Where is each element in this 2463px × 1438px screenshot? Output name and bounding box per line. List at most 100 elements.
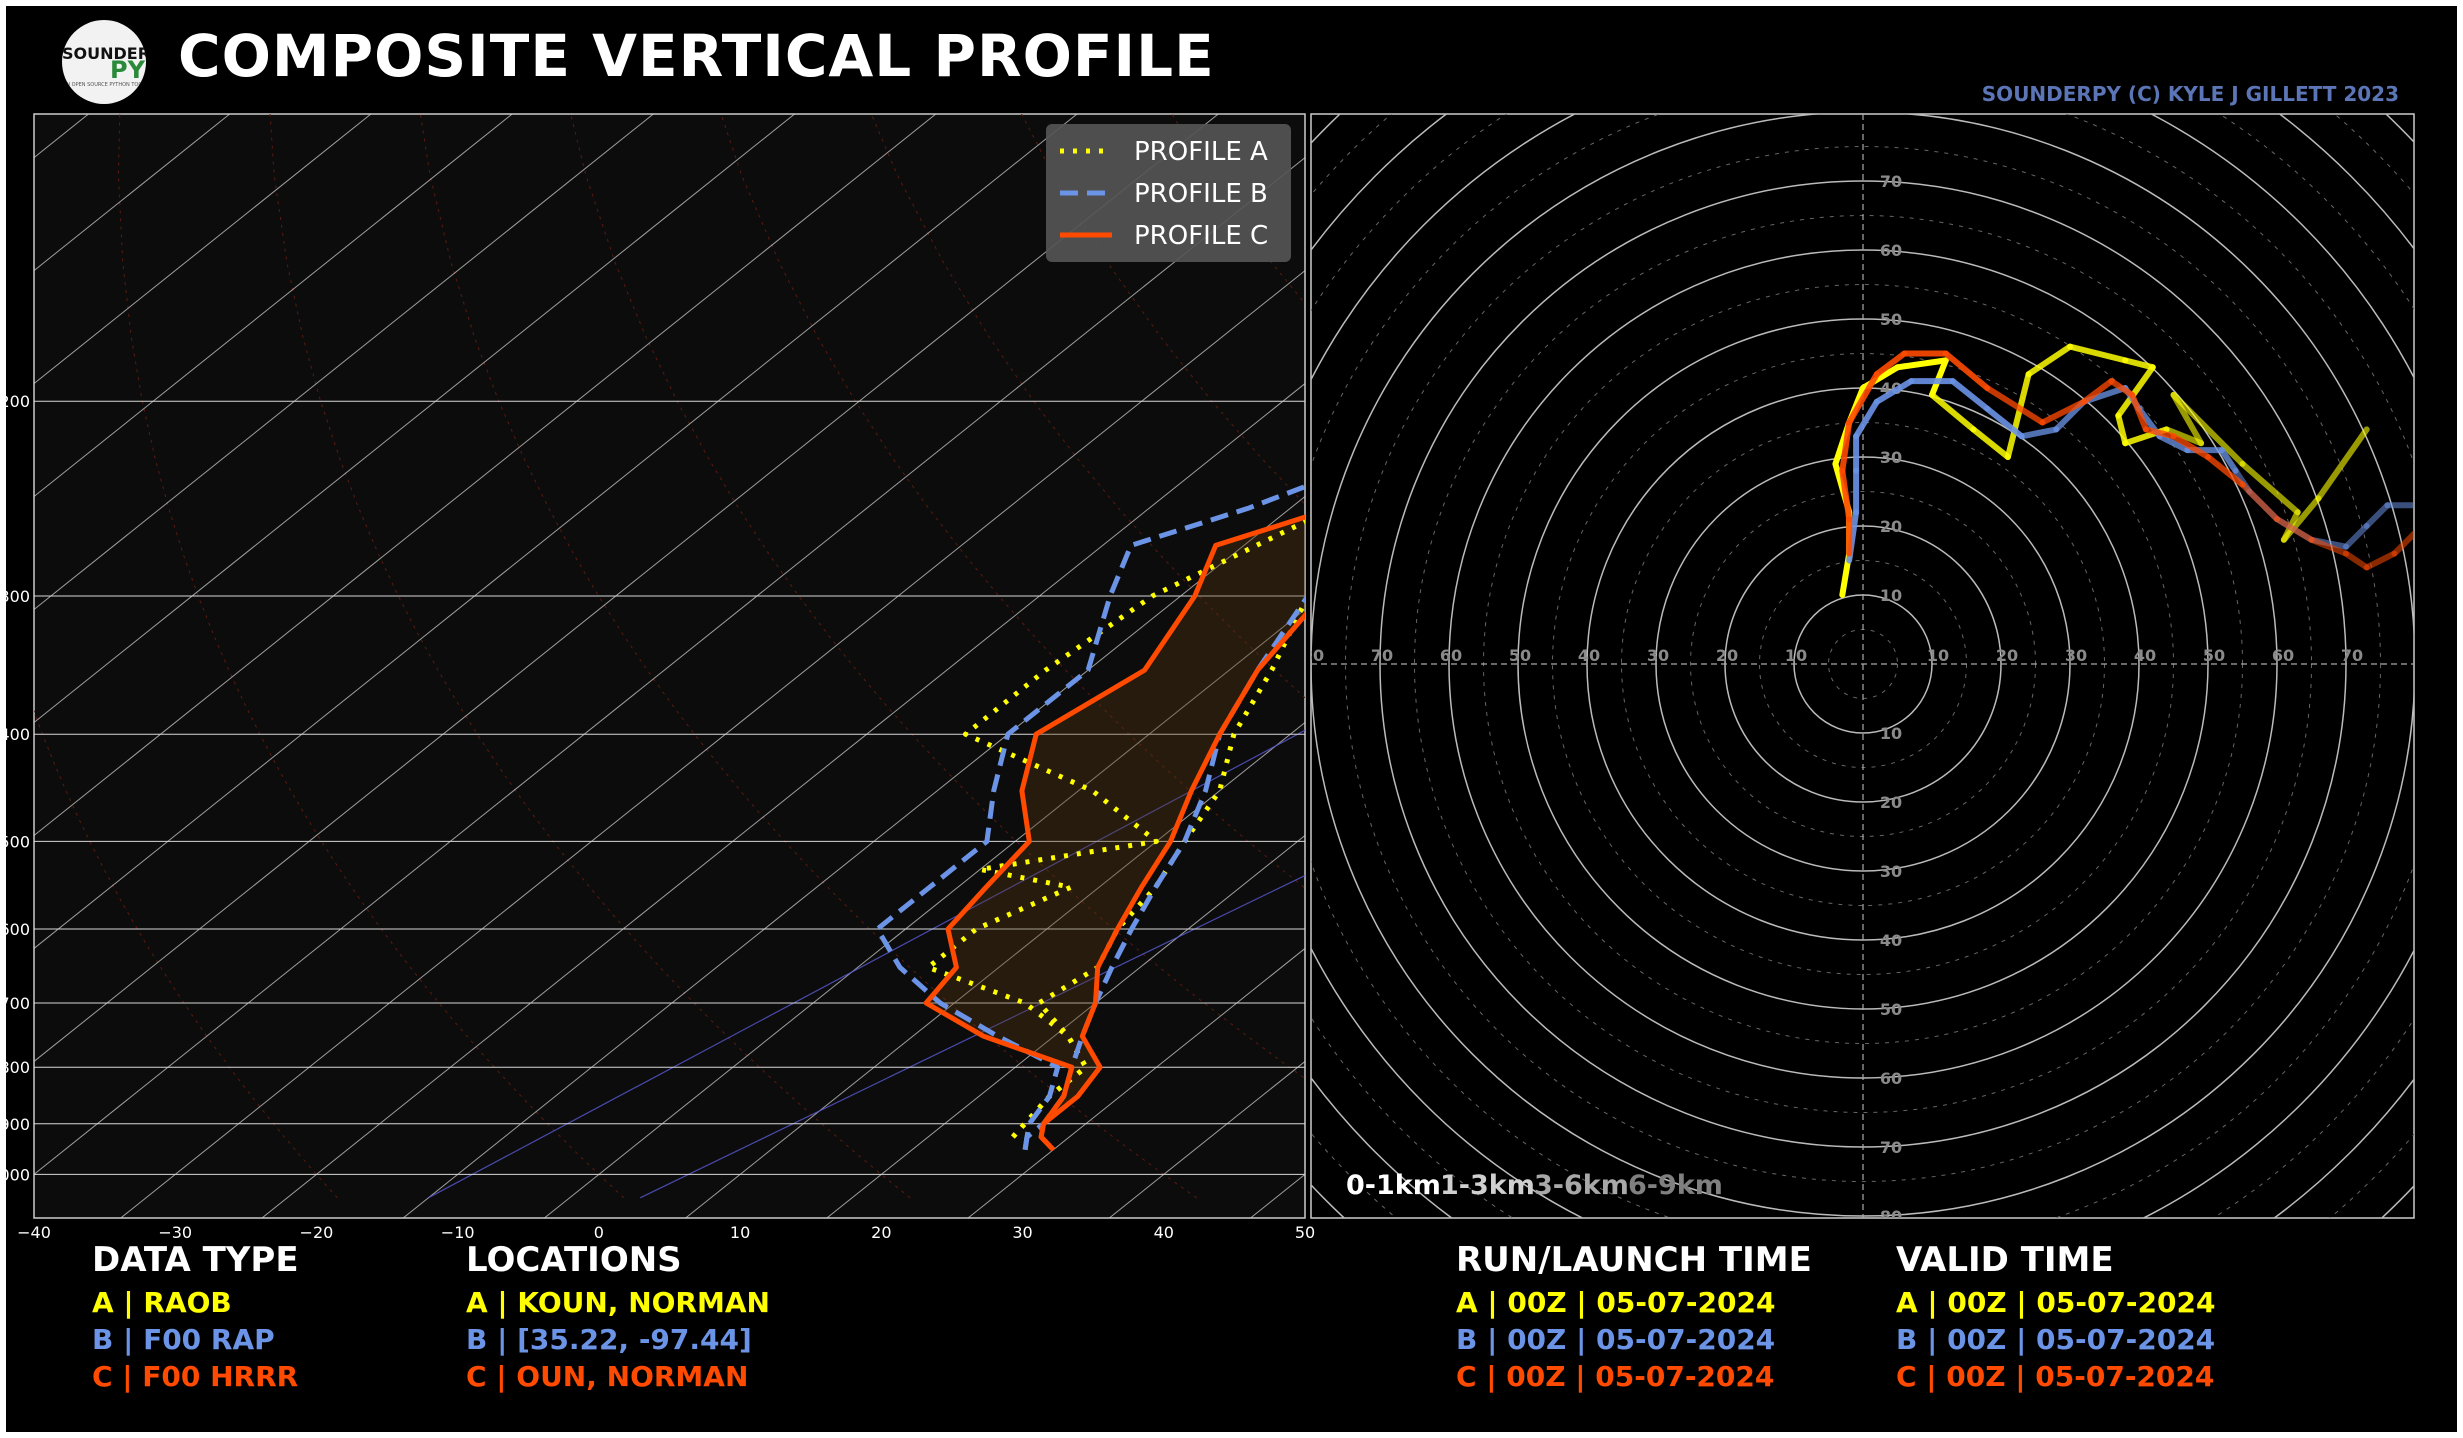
- hodo-y-tick-label: 50: [1880, 310, 1902, 329]
- hodo-trace-a-segment: [2280, 495, 2322, 543]
- hodo-height-legend-3: 6-9km: [1628, 1170, 1723, 1201]
- legend-label-a: PROFILE A: [1134, 137, 1268, 167]
- logo-text: SOUNDER: [62, 44, 146, 63]
- locations-heading: LOCATIONS: [466, 1240, 682, 1280]
- hodo-x-tick-label: 40: [2134, 646, 2156, 665]
- hodo-trace-a-segment: [2315, 426, 2370, 502]
- hodo-trace-a-segment: [2067, 343, 2129, 364]
- hodo-x-tick-label: 80: [1302, 646, 1324, 665]
- hodo-y-tick-label: 80: [1880, 1207, 1902, 1226]
- valid-time-a: A | 00Z | 05-07-2024: [1896, 1286, 2216, 1319]
- hodo-trace-b-segment: [2218, 447, 2239, 474]
- hodo-trace-c-segment: [2080, 378, 2115, 405]
- hodo-trace-b-segment: [1853, 398, 1880, 440]
- isotherm-line: [261, 382, 1305, 1218]
- hodo-trace-b-segment: [1984, 405, 2025, 440]
- hodo-trace-b-segment: [2363, 502, 2391, 529]
- valid-time-b: B | 00Z | 05-07-2024: [1896, 1323, 2216, 1356]
- hodo-y-tick-label: 20: [1880, 517, 1902, 536]
- isotherm-line: [34, 114, 1219, 1063]
- hodo-trace-c-segment: [2170, 433, 2211, 460]
- hodo-y-tick-label: 60: [1880, 1069, 1902, 1088]
- dry-adiabat: [419, 114, 1197, 1199]
- skewt-x-tick-label: −10: [441, 1223, 475, 1242]
- skewt-x-tick-label: −30: [158, 1223, 192, 1242]
- credit-text: SOUNDERPY (C) KYLE J GILLETT 2023: [1981, 82, 2399, 106]
- legend-box: [1046, 124, 1291, 262]
- skewt-y-tick-label: 900: [0, 1115, 30, 1134]
- profile-c-temperature-line: [923, 514, 1305, 1152]
- hodo-y-tick-label: 30: [1880, 862, 1902, 881]
- hodo-trace-c-segment: [1846, 371, 1880, 426]
- hodo-trace-c-segment: [2239, 481, 2280, 523]
- hodo-height-legend-0: 0-1km: [1346, 1170, 1441, 1201]
- hodo-trace-c-segment: [1839, 467, 1853, 523]
- hodo-x-tick-label: 10: [1927, 646, 1949, 665]
- hodo-trace-c-segment: [2129, 391, 2149, 433]
- skewt-x-tick-label: −40: [17, 1223, 51, 1242]
- skewt-y-tick-label: 300: [0, 587, 30, 606]
- skewt-y-tick-label: 500: [0, 832, 30, 851]
- skewt-x-tick-label: 50: [1295, 1223, 1315, 1242]
- isotherm-line: [34, 114, 1078, 950]
- hodo-plot-group: 80 70 60 50 40 30 20 10 10 20 30 40 50 60 70 80 70 60 50 40…: [1302, 114, 2414, 1226]
- hodo-trace-a-segment: [1929, 357, 1949, 398]
- skewt-x-tick-label: −20: [300, 1223, 334, 1242]
- run-time-a: A | 00Z | 05-07-2024: [1456, 1286, 1776, 1319]
- hodo-x-tick-label: 30: [2065, 646, 2087, 665]
- data-type-c: C | F00 HRRR: [92, 1360, 299, 1393]
- hodo-x-tick-label: 10: [1785, 646, 1807, 665]
- skewt-x-tick-label: 0: [594, 1223, 604, 1242]
- skewt-x-tick-label: 20: [871, 1223, 891, 1242]
- hodo-y-tick-label: 20: [1880, 793, 1902, 812]
- page-title: COMPOSITE VERTICAL PROFILE: [178, 22, 1215, 90]
- hodo-trace-b-segment: [2156, 433, 2191, 454]
- isotherm-line: [826, 834, 1305, 1218]
- dry-adiabat: [117, 114, 625, 1199]
- mixing-ratio-line: [428, 729, 1305, 1199]
- hodo-trace-c-segment: [2108, 378, 2136, 398]
- run-time-heading: RUN/LAUNCH TIME: [1456, 1240, 1812, 1280]
- hodo-x-tick-label: 20: [1716, 646, 1738, 665]
- hodo-trace-c-segment: [2363, 550, 2398, 571]
- hodo-trace-c-segment: [1942, 350, 1991, 391]
- isotherm-line: [34, 114, 654, 611]
- dry-adiabat: [269, 114, 911, 1199]
- location-b: B | [35.22, -97.44]: [466, 1323, 752, 1356]
- hodo-trace-c-segment: [2039, 398, 2087, 426]
- hodo-trace-a-segment: [2163, 426, 2205, 447]
- isotherm-line: [34, 114, 513, 498]
- hodo-y-tick-label: 30: [1880, 448, 1902, 467]
- skewt-x-tick-label: 10: [730, 1223, 750, 1242]
- valid-time-c: C | 00Z | 05-07-2024: [1896, 1360, 2215, 1393]
- hodo-y-tick-label: 60: [1880, 241, 1902, 260]
- skewt-y-tick-label: 400: [0, 725, 30, 744]
- hodo-y-tick-label: 10: [1880, 586, 1902, 605]
- skewt-y-tick-label: 800: [0, 1058, 30, 1077]
- skewt-x-tick-label: 40: [1154, 1223, 1174, 1242]
- logo-subtext: AN OPEN SOURCE PYTHON TOOL: [62, 82, 146, 88]
- hodo-y-tick-label: 40: [1880, 931, 1902, 950]
- skewt-y-tick-label: 700: [0, 994, 30, 1013]
- mixing-ratio-line: [639, 874, 1305, 1199]
- hodo-trace-a-segment: [1970, 426, 2011, 460]
- legend-label-b: PROFILE B: [1134, 179, 1268, 209]
- hodo-height-legend-2: 3-6km: [1534, 1170, 1629, 1201]
- hodo-trace-a-segment: [1929, 391, 1977, 433]
- hodo-y-tick-label: 70: [1880, 172, 1902, 191]
- hodo-x-tick-label: 20: [1996, 646, 2018, 665]
- isotherm-line: [34, 114, 937, 837]
- hodo-trace-c-segment: [2205, 454, 2246, 488]
- hodo-trace-c-segment: [2142, 426, 2177, 440]
- profile-b-temperature-line: [874, 483, 1305, 1151]
- cape-shading: [926, 517, 1305, 1150]
- hodo-trace-c-segment: [2391, 530, 2414, 557]
- hodo-x-tick-label: 60: [2272, 646, 2294, 665]
- data-type-a: A | RAOB: [92, 1286, 232, 1319]
- hodo-trace-b-segment: [2343, 523, 2370, 550]
- hodo-trace-c-segment: [1839, 419, 1853, 474]
- hodo-x-tick-label: 30: [1647, 646, 1669, 665]
- hodo-y-tick-label: 10: [1880, 724, 1902, 743]
- hodo-trace-a-segment: [2004, 371, 2032, 460]
